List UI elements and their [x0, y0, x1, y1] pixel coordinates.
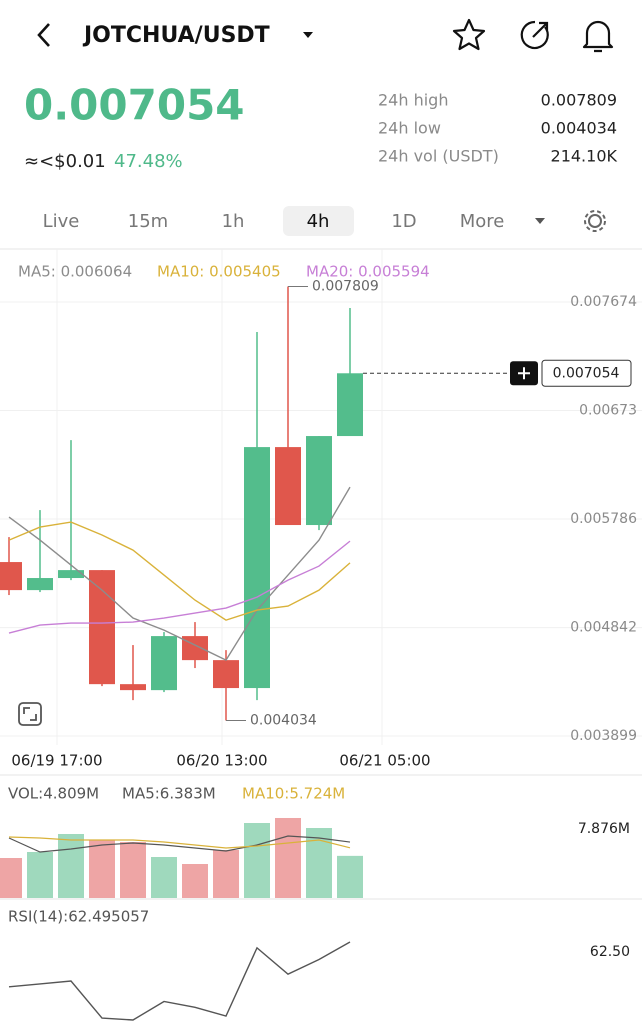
rsi-tick-label: 62.50 [590, 944, 630, 960]
volume-bar [151, 856, 177, 898]
high-annotation: 0.007809 [312, 278, 379, 294]
volume-bar [275, 817, 301, 898]
y-tick-label: 0.007674 [570, 294, 637, 310]
ma-legend: MA5: 0.006064 [18, 263, 132, 281]
y-tick-label: 0.005786 [570, 511, 637, 527]
share-button[interactable] [520, 20, 549, 50]
volume-bar [182, 863, 208, 898]
settings-button[interactable] [588, 214, 602, 228]
candle-body [182, 636, 208, 661]
interval-tab[interactable]: 1h [222, 211, 245, 232]
pair-title[interactable]: JOTCHUA/USDT [82, 23, 270, 48]
y-tick-label: 0.00673 [579, 403, 637, 419]
alert-button[interactable] [582, 20, 614, 53]
volume-bar [27, 851, 53, 898]
volume-bar [213, 849, 239, 898]
back-button[interactable] [37, 23, 50, 47]
volume-bar [89, 839, 115, 898]
stat-value: 214.10K [551, 147, 618, 166]
volume-legend: MA5:6.383M [122, 785, 216, 803]
candle-body [27, 578, 53, 591]
stat-value: 0.004034 [541, 119, 617, 138]
candle-body [275, 447, 301, 526]
candle-body [0, 562, 22, 591]
candle-body [244, 447, 270, 689]
interval-tab[interactable]: Live [43, 211, 80, 232]
y-tick-label: 0.003899 [570, 728, 637, 744]
volume-ma-line [8, 836, 351, 849]
interval-tab[interactable]: 1D [391, 211, 416, 232]
interval-tab[interactable]: 15m [128, 211, 168, 232]
stat-label: 24h low [378, 119, 441, 138]
pair-dropdown[interactable] [303, 32, 313, 38]
volume-legend: VOL:4.809M [8, 785, 99, 803]
rsi-line [8, 941, 351, 1021]
ma-legend: MA20: 0.005594 [306, 263, 430, 281]
y-tick-label: 0.004842 [570, 620, 637, 636]
interval-tab[interactable]: 4h [307, 211, 330, 232]
stat-value: 0.007809 [541, 91, 617, 110]
candle-body [58, 570, 84, 579]
favorite-button[interactable] [452, 18, 486, 51]
candle-body [151, 636, 177, 691]
volume-tick-label: 7.876M [578, 821, 630, 837]
candle-body [120, 684, 146, 691]
ma-line [8, 521, 351, 621]
volume-ma-line [8, 835, 351, 853]
ma-line [8, 486, 351, 662]
more-caret [535, 218, 545, 224]
price-change: 47.48% [114, 151, 183, 172]
price-tag-box [541, 359, 632, 387]
fiat-price: ≈<$0.01 [24, 151, 106, 172]
settings-gear [584, 210, 606, 232]
share-arrow [532, 21, 549, 38]
volume-bar [337, 855, 363, 898]
ma-legend: MA10: 0.005405 [157, 263, 281, 281]
volume-bar [120, 842, 146, 898]
interval-tab[interactable]: More [460, 211, 505, 232]
low-annotation: 0.004034 [250, 712, 317, 728]
active-tab-background [283, 206, 354, 236]
price-tag-plus [518, 367, 530, 380]
rsi-legend: RSI(14):62.495057 [8, 908, 149, 926]
x-tick-label: 06/21 05:00 [339, 752, 430, 770]
volume-legend: MA10:5.724M [242, 785, 345, 803]
candle-body [337, 373, 363, 437]
ma-line [8, 540, 351, 634]
candle-body [89, 570, 115, 685]
x-tick-label: 06/19 17:00 [11, 752, 102, 770]
candle-body [306, 436, 332, 526]
x-tick-label: 06/20 13:00 [176, 752, 267, 770]
volume-bar [58, 834, 84, 898]
candle-body [213, 660, 239, 689]
expand-button[interactable] [18, 702, 42, 726]
expand-icon [23, 707, 37, 721]
stat-label: 24h vol (USDT) [378, 147, 499, 166]
price-tag: 0.007054 [553, 365, 620, 381]
stat-label: 24h high [378, 91, 448, 110]
volume-bar [0, 857, 22, 898]
last-price: 0.007054 [24, 81, 245, 130]
volume-bar [244, 822, 270, 898]
